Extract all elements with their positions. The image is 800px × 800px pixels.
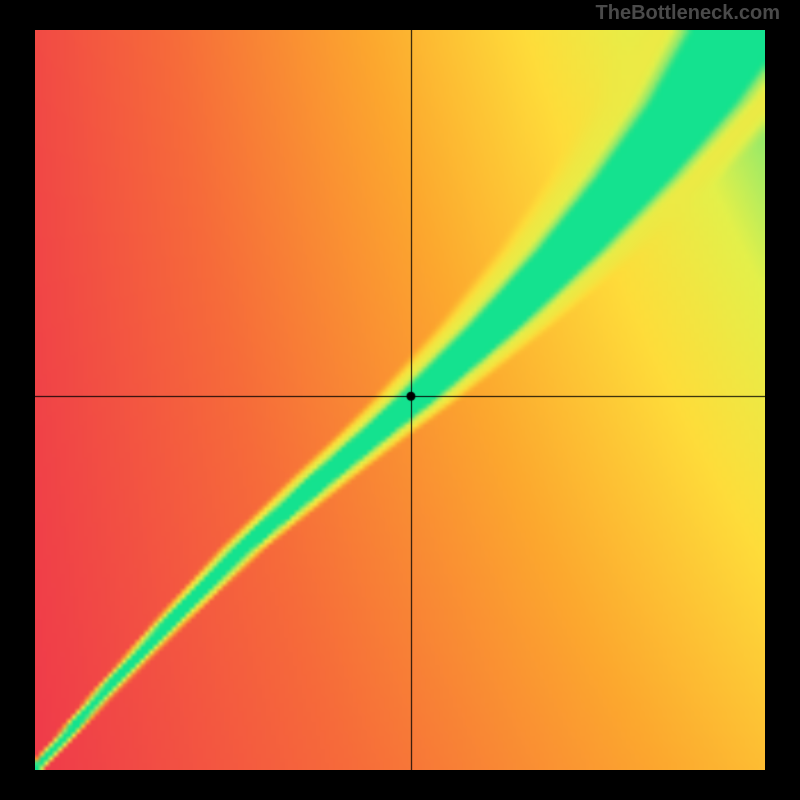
watermark-text: TheBottleneck.com [596,2,780,25]
bottleneck-heatmap [35,30,765,770]
heatmap-wrap [35,30,765,770]
chart-container: TheBottleneck.com [0,0,800,800]
